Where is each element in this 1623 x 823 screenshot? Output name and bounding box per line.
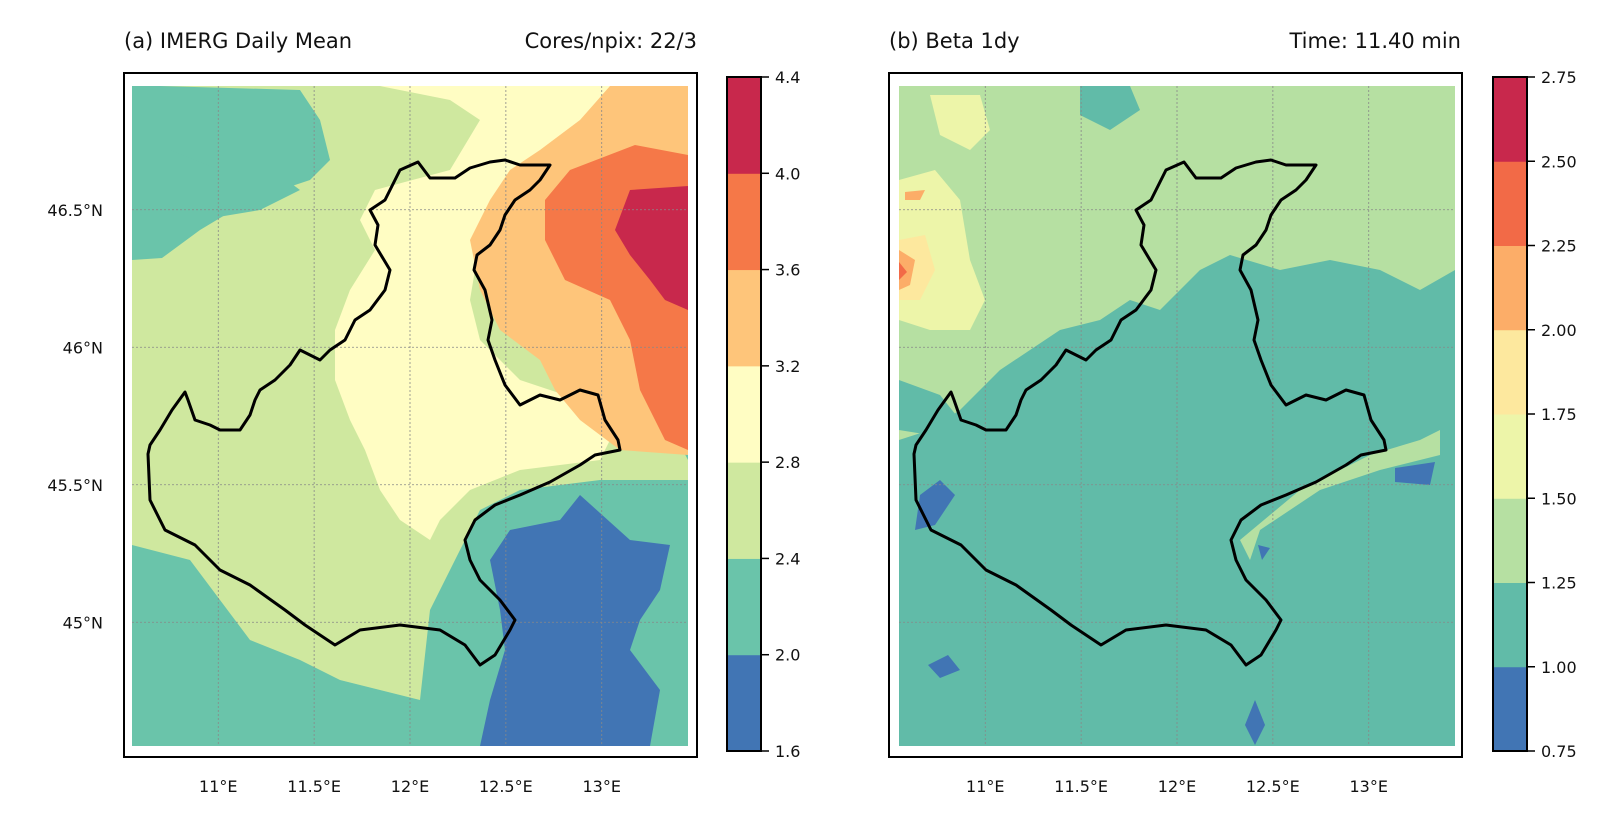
panel-a-x-tick-label: 12.5°E [479, 777, 533, 796]
panel-a-level-1.6-2.0 [480, 495, 670, 746]
panel-a-colorbar-swatch [727, 269, 761, 367]
panel-b-level-1.25-1.50-coast [1240, 430, 1440, 560]
panel-b-frame [888, 72, 1463, 758]
panel-b-colorbar-ticks: 0.75 1.00 1.25 1.50 1.75 2.00 2.25 2.50 2.75 [1527, 68, 1577, 761]
panel-a-colorbar-tick-label: 4.0 [775, 164, 800, 183]
panel-b-level-2.25-2.50 [899, 262, 907, 280]
panel-b-colorbar-swatch [1493, 498, 1527, 583]
panel-b-x-tick-label: 12°E [1158, 777, 1196, 796]
panel-a-x-tick-label: 13°E [582, 777, 620, 796]
panel-a-title: (a) IMERG Daily Mean [124, 29, 352, 53]
panel-a: (a) IMERG Daily Mean Cores/npix: 22/3 11… [47, 29, 800, 796]
panel-b-colorbar-tick-label: 2.50 [1541, 152, 1577, 171]
panel-a-colorbar: 1.6 2.0 2.4 2.8 3.2 3.6 4.0 4.4 [726, 68, 800, 761]
panel-a-colorbar-tick-label: 2.4 [775, 549, 800, 568]
panel-b-level-1.00-1.25-north-patch [1080, 86, 1140, 130]
panel-b-x-tick-label: 13°E [1349, 777, 1387, 796]
panel-a-colorbar-swatches [727, 77, 761, 752]
panel-b-colorbar-swatches [1493, 77, 1527, 752]
panel-a-x-axis: 11°E 11.5°E 12°E 12.5°E 13°E [199, 777, 621, 796]
panel-a-colorbar-tick-label: 3.6 [775, 261, 800, 280]
panel-b-colorbar-swatch [1493, 582, 1527, 668]
panel-a-veneto-border [146, 158, 622, 667]
panel-b-colorbar-swatch [1493, 329, 1527, 415]
panel-b-x-axis: 11°E 11.5°E 12°E 12.5°E 13°E [966, 777, 1388, 796]
panel-b-colorbar-tick-label: 1.25 [1541, 574, 1577, 593]
panel-a-colorbar-ticks: 1.6 2.0 2.4 2.8 3.2 3.6 4.0 4.4 [761, 68, 800, 761]
panel-b-colorbar-swatch [1493, 161, 1527, 246]
panel-a-x-tick-label: 11.5°E [287, 777, 341, 796]
panel-a-colorbar-tick-label: 2.0 [775, 646, 800, 665]
panel-a-colorbar-swatch [727, 462, 761, 559]
panel-b-colorbar-swatch [1493, 245, 1527, 331]
panel-b-colorbar-swatch [1493, 666, 1527, 752]
panel-b-colorbar: 0.75 1.00 1.25 1.50 1.75 2.00 2.25 2.50 2.75 [1492, 68, 1577, 761]
panel-a-level-2.8-3.2 [335, 86, 610, 540]
panel-a-colorbar-swatch [727, 77, 761, 174]
panel-b-x-tick-label: 12.5°E [1246, 777, 1300, 796]
panel-b-level-2.00-2.25 [899, 250, 915, 290]
panel-b-colorbar-swatch [1493, 414, 1527, 499]
panel-b: (b) Beta 1dy Time: 11.40 min 11°E 11.5°E 1… [888, 29, 1577, 796]
panel-a-level-4.0-4.4 [615, 186, 688, 310]
panel-a-colorbar-tick-label: 3.2 [775, 357, 800, 376]
panel-b-x-tick-label: 11.5°E [1054, 777, 1108, 796]
panel-b-colorbar-swatch [1493, 77, 1527, 162]
panel-a-grid [132, 86, 688, 746]
panel-b-level-0.75-1.00-d [1245, 700, 1265, 745]
panel-b-colorbar-tick-label: 0.75 [1541, 742, 1577, 761]
panel-a-y-tick-label: 45.5°N [47, 476, 103, 495]
panel-b-level-0.75-1.00-e [1258, 545, 1270, 560]
panel-a-x-tick-label: 12°E [391, 777, 429, 796]
panel-a-level-2.0-2.4-nw [132, 86, 300, 250]
panel-b-colorbar-tick-label: 2.25 [1541, 237, 1577, 256]
panel-a-colorbar-tick-label: 4.4 [775, 68, 800, 87]
panel-a-colorbar-swatch [727, 365, 761, 463]
panel-b-title: (b) Beta 1dy [889, 29, 1020, 53]
panel-b-level-1.50-1.75-north [930, 95, 990, 150]
panel-b-x-tick-label: 11°E [966, 777, 1004, 796]
panel-a-x-tick-label: 11°E [199, 777, 237, 796]
panel-a-right-title: Cores/npix: 22/3 [525, 29, 697, 53]
panel-b-level-0.75-1.00-c [1395, 462, 1435, 485]
panel-a-y-tick-label: 45°N [63, 613, 103, 632]
panel-b-colorbar-tick-label: 1.50 [1541, 489, 1577, 508]
panel-a-y-tick-label: 46.5°N [47, 201, 103, 220]
panel-a-colorbar-swatch [727, 558, 761, 656]
panel-b-right-title: Time: 11.40 min [1288, 29, 1461, 53]
panel-a-frame [123, 72, 698, 758]
panel-b-colorbar-tick-label: 2.00 [1541, 321, 1577, 340]
panel-a-colorbar-frame [726, 76, 762, 752]
panel-b-level-2.00-2.25-spot [905, 190, 925, 200]
panel-b-colorbar-tick-label: 1.75 [1541, 405, 1577, 424]
panel-a-y-axis: 45°N 45.5°N 46°N 46.5°N [47, 201, 103, 633]
panel-b-veneto-border [912, 158, 1388, 667]
panel-b-colorbar-tick-label: 2.75 [1541, 68, 1577, 87]
panel-b-colorbar-tick-label: 1.00 [1541, 658, 1577, 677]
panel-b-level-1.00-1.25-west-patch [899, 380, 960, 435]
panel-b-level-0.75-1.00-b [928, 655, 960, 678]
panel-a-colorbar-swatch [727, 654, 761, 752]
panel-a-y-tick-label: 46°N [63, 338, 103, 357]
panel-b-grid [899, 86, 1455, 746]
panel-a-colorbar-tick-label: 2.8 [775, 453, 800, 472]
panel-a-colorbar-tick-label: 1.6 [775, 742, 800, 761]
panel-a-colorbar-swatch [727, 173, 761, 271]
